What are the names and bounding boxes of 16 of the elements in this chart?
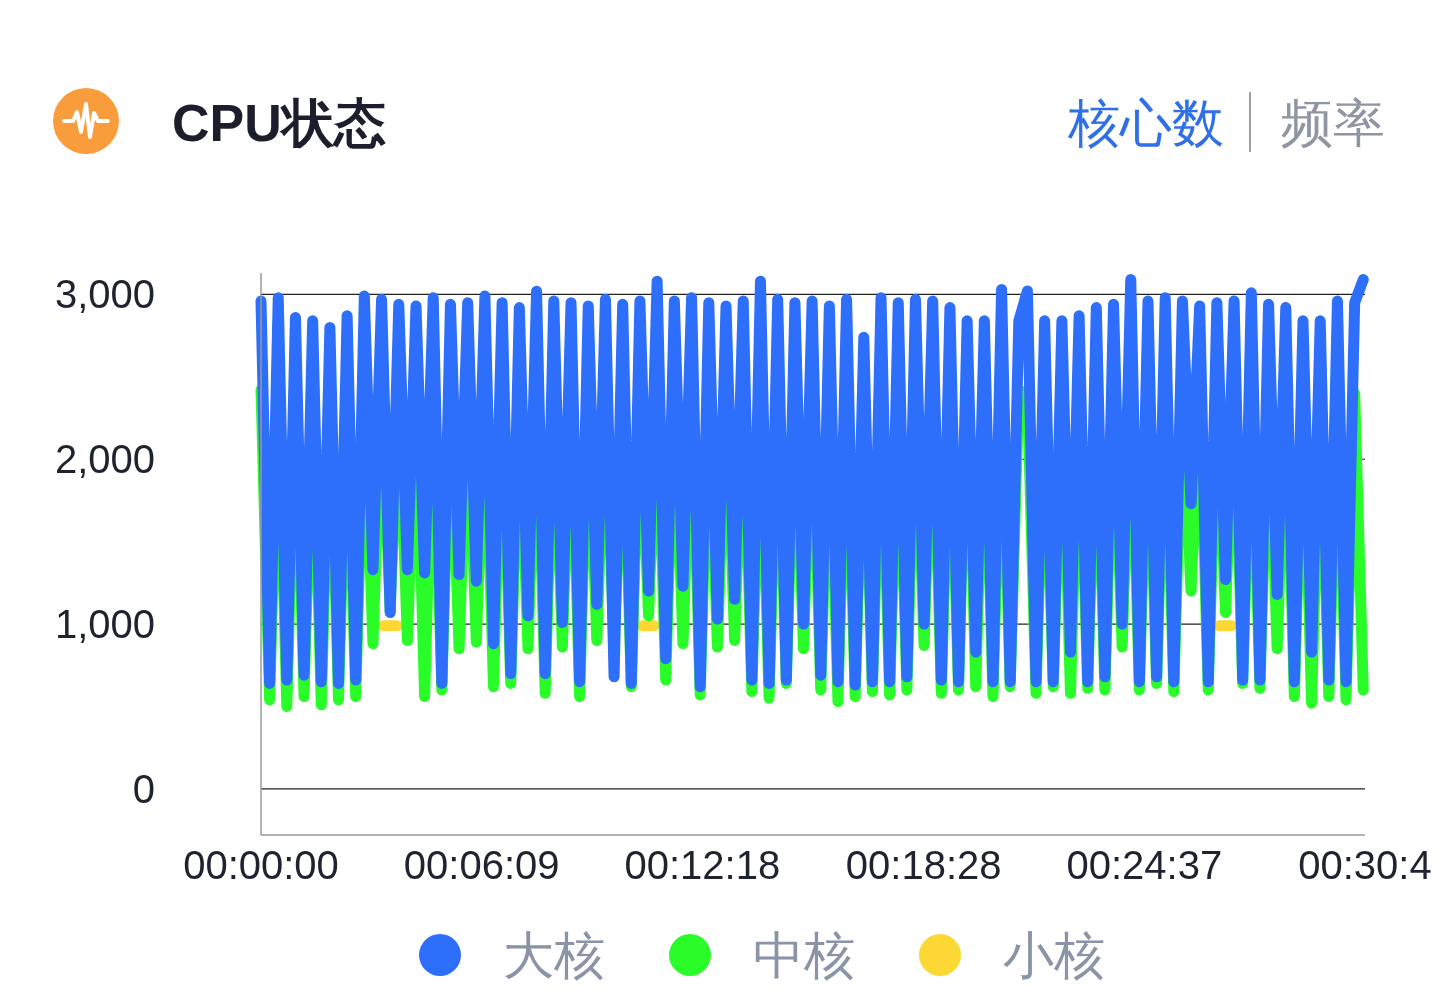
chart-title: CPU状态 (172, 94, 386, 152)
text: 频率 (1281, 94, 1385, 152)
x-tick-label: 00:12:18 (624, 843, 781, 887)
x-tick-label: 00:24:37 (1066, 843, 1223, 887)
text: 核心数 (1067, 94, 1224, 152)
legend-label: 中核 (753, 926, 855, 984)
y-tick-label: 1,000 (54, 602, 155, 647)
x-tick-label: 00:00:00 (183, 843, 339, 887)
legend-label: 小核 (1003, 926, 1105, 984)
y-tick-label: 0 (132, 766, 155, 811)
x-tick-label: 00:06:09 (403, 843, 560, 887)
legend-label: 大核 (503, 926, 605, 984)
x-tick-label: 00:18:28 (845, 843, 1002, 887)
x-tick-label: 00:30:4 (1298, 843, 1432, 887)
y-tick-label: 2,000 (54, 437, 155, 482)
y-tick-label: 3,000 (54, 272, 155, 317)
